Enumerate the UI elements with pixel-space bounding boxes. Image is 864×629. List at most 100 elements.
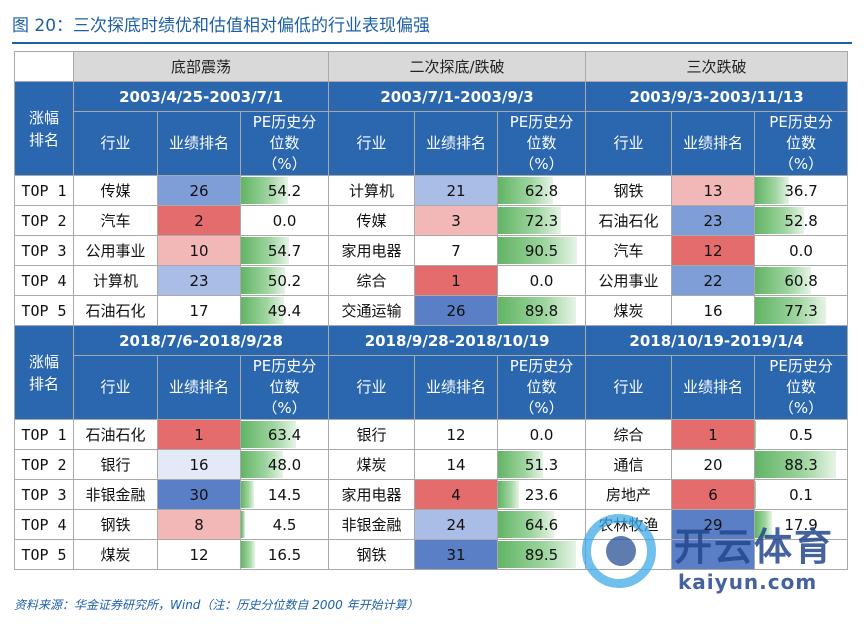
pe-percentile: 4.5: [239, 509, 330, 540]
pe-data-bar: [755, 511, 772, 538]
industry-name: 煤炭: [585, 295, 673, 326]
industry-name: 银行: [73, 449, 158, 480]
pe-percentile: 50.2: [239, 265, 330, 296]
pe-value: 17.9: [784, 515, 818, 534]
pe-percentile: 23.6: [497, 479, 587, 510]
column-header-label: 行业: [613, 134, 644, 152]
rank-label: TOP 1: [14, 419, 74, 450]
industry-ranking-table: 底部震荡 二次探底/跌破 三次跌破 涨幅 排名 2003/4/25-2003/7/1 20…: [14, 51, 849, 570]
industry-name: 计算机: [328, 175, 416, 206]
pe-value: 36.7: [784, 181, 818, 200]
pe-percentile: 72.3: [497, 205, 587, 236]
industry-name: 非银金融: [328, 509, 416, 540]
industry-name: 银行: [328, 419, 416, 450]
pe-data-bar: [498, 177, 553, 204]
performance-rank: 24: [414, 509, 499, 540]
industry-name: 公用事业: [585, 265, 673, 296]
pe-percentile: 36.7: [754, 175, 849, 206]
column-header-label: 业绩排名: [426, 378, 487, 396]
performance-rank: 1: [414, 265, 499, 296]
phase-header: 二次探底/跌破: [328, 51, 587, 82]
column-header-label: 业绩排名: [168, 378, 229, 396]
pe-data-bar: [498, 237, 577, 264]
rank-label: TOP 5: [14, 295, 74, 326]
industry-column-header: 行业: [328, 355, 416, 420]
performance-rank: 12: [414, 419, 499, 450]
pe-value: 64.6: [524, 515, 559, 534]
table-row: TOP 1 传媒 26 54.2 计算机 21 62.8 钢铁 13 36.7: [14, 175, 849, 206]
figure-title: 图 20：三次探底时绩优和估值相对偏低的行业表现偏强: [12, 16, 431, 36]
column-header-label: PE历史分 位数 （%）: [252, 357, 317, 417]
industry-name: 传媒: [73, 175, 158, 206]
industry-name: 非银金融: [73, 479, 158, 510]
pe-value: 54.7: [267, 241, 302, 260]
industry-name: 石油石化: [73, 295, 158, 326]
column-header-label: 行业: [100, 134, 131, 152]
industry-name: [585, 539, 673, 570]
pe-value: 0.1: [789, 485, 813, 504]
pe-data-bar: [241, 237, 289, 264]
pe-data-bar: [755, 177, 789, 204]
column-header-label: 业绩排名: [683, 378, 744, 396]
column-header-label: PE历史分 位数 （%）: [769, 113, 833, 173]
industry-name: 煤炭: [328, 449, 416, 480]
pe-value: 52.8: [784, 211, 818, 230]
pe-value: 89.8: [524, 301, 559, 320]
pe-percentile: 17.9: [754, 509, 849, 540]
period-row: 涨幅 排名 2018/7/6-2018/9/28 2018/9/28-2018/10…: [14, 325, 849, 420]
phase-header-row: 底部震荡 二次探底/跌破 三次跌破: [14, 51, 849, 82]
pe-percentile: 16.5: [239, 539, 330, 570]
pe-percentile: 0.0: [754, 235, 849, 266]
pe-percentile: 62.8: [497, 175, 587, 206]
pe-percentile: 90.5: [497, 235, 587, 266]
performance-rank: 13: [671, 175, 756, 206]
performance-rank: 30: [157, 479, 241, 510]
pe-value: 16.5: [267, 545, 302, 564]
rank-column-header-label: 涨幅 排名: [28, 108, 59, 149]
rank-label: TOP 4: [14, 509, 74, 540]
column-header-label: 行业: [356, 134, 387, 152]
pe-data-bar: [241, 451, 283, 478]
rank-label: TOP 2: [14, 205, 74, 236]
column-header-label: PE历史分 位数 （%）: [509, 113, 574, 173]
rank-column-header-label: 涨幅 排名: [28, 352, 59, 393]
industry-name: 房地产: [585, 479, 673, 510]
pe-value: 72.3: [524, 211, 559, 230]
performance-rank: 23: [157, 265, 241, 296]
pe-percentile-column-header: PE历史分 位数 （%）: [497, 111, 587, 176]
industry-name: 交通运输: [328, 295, 416, 326]
industry-name: 汽车: [73, 205, 158, 236]
column-header-label: PE历史分 位数 （%）: [509, 357, 574, 417]
pe-percentile: 14.5: [239, 479, 330, 510]
performance-rank: 3: [414, 205, 499, 236]
rank-column-header: 涨幅 排名: [14, 325, 74, 420]
column-header-label: 业绩排名: [683, 134, 744, 152]
industry-name: 公用事业: [73, 235, 158, 266]
table-row: TOP 4 计算机 23 50.2 综合 1 0.0 公用事业 22 60.8: [14, 265, 849, 296]
pe-value: 23.6: [524, 485, 559, 504]
performance-rank: 23: [671, 205, 756, 236]
pe-percentile: 49.4: [239, 295, 330, 326]
performance-rank: 20: [671, 449, 756, 480]
table-row: TOP 2 银行 16 48.0 煤炭 14 51.3 通信 20 88.3: [14, 449, 849, 480]
performance-rank: 12: [157, 539, 241, 570]
period-header: 2018/9/28-2018/10/19: [328, 325, 587, 356]
industry-name: 钢铁: [328, 539, 416, 570]
industry-name: 家用电器: [328, 479, 416, 510]
pe-percentile: [754, 539, 849, 570]
pe-value: 51.3: [524, 455, 559, 474]
pe-percentile: 54.2: [239, 175, 330, 206]
pe-data-bar: [498, 511, 555, 538]
period-header: 2003/9/3-2003/11/13: [585, 81, 849, 112]
performance-rank: 6: [671, 479, 756, 510]
pe-percentile-column-header: PE历史分 位数 （%）: [497, 355, 587, 420]
pe-percentile: 60.8: [754, 265, 849, 296]
industry-name: 综合: [585, 419, 673, 450]
pe-percentile: 0.1: [754, 479, 849, 510]
pe-value: 90.5: [524, 241, 559, 260]
pe-value: 89.5: [524, 545, 559, 564]
industry-name: 钢铁: [73, 509, 158, 540]
performance-rank-column-header: 业绩排名: [157, 111, 241, 176]
pe-percentile: 51.3: [497, 449, 587, 480]
performance-rank-column-header: 业绩排名: [671, 355, 756, 420]
